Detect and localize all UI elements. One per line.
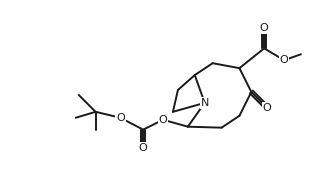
Text: O: O: [280, 55, 288, 65]
Text: O: O: [139, 142, 148, 153]
Text: O: O: [260, 23, 269, 33]
Text: O: O: [159, 115, 168, 125]
Text: O: O: [116, 113, 125, 123]
Text: N: N: [201, 98, 209, 108]
Text: O: O: [263, 103, 272, 113]
